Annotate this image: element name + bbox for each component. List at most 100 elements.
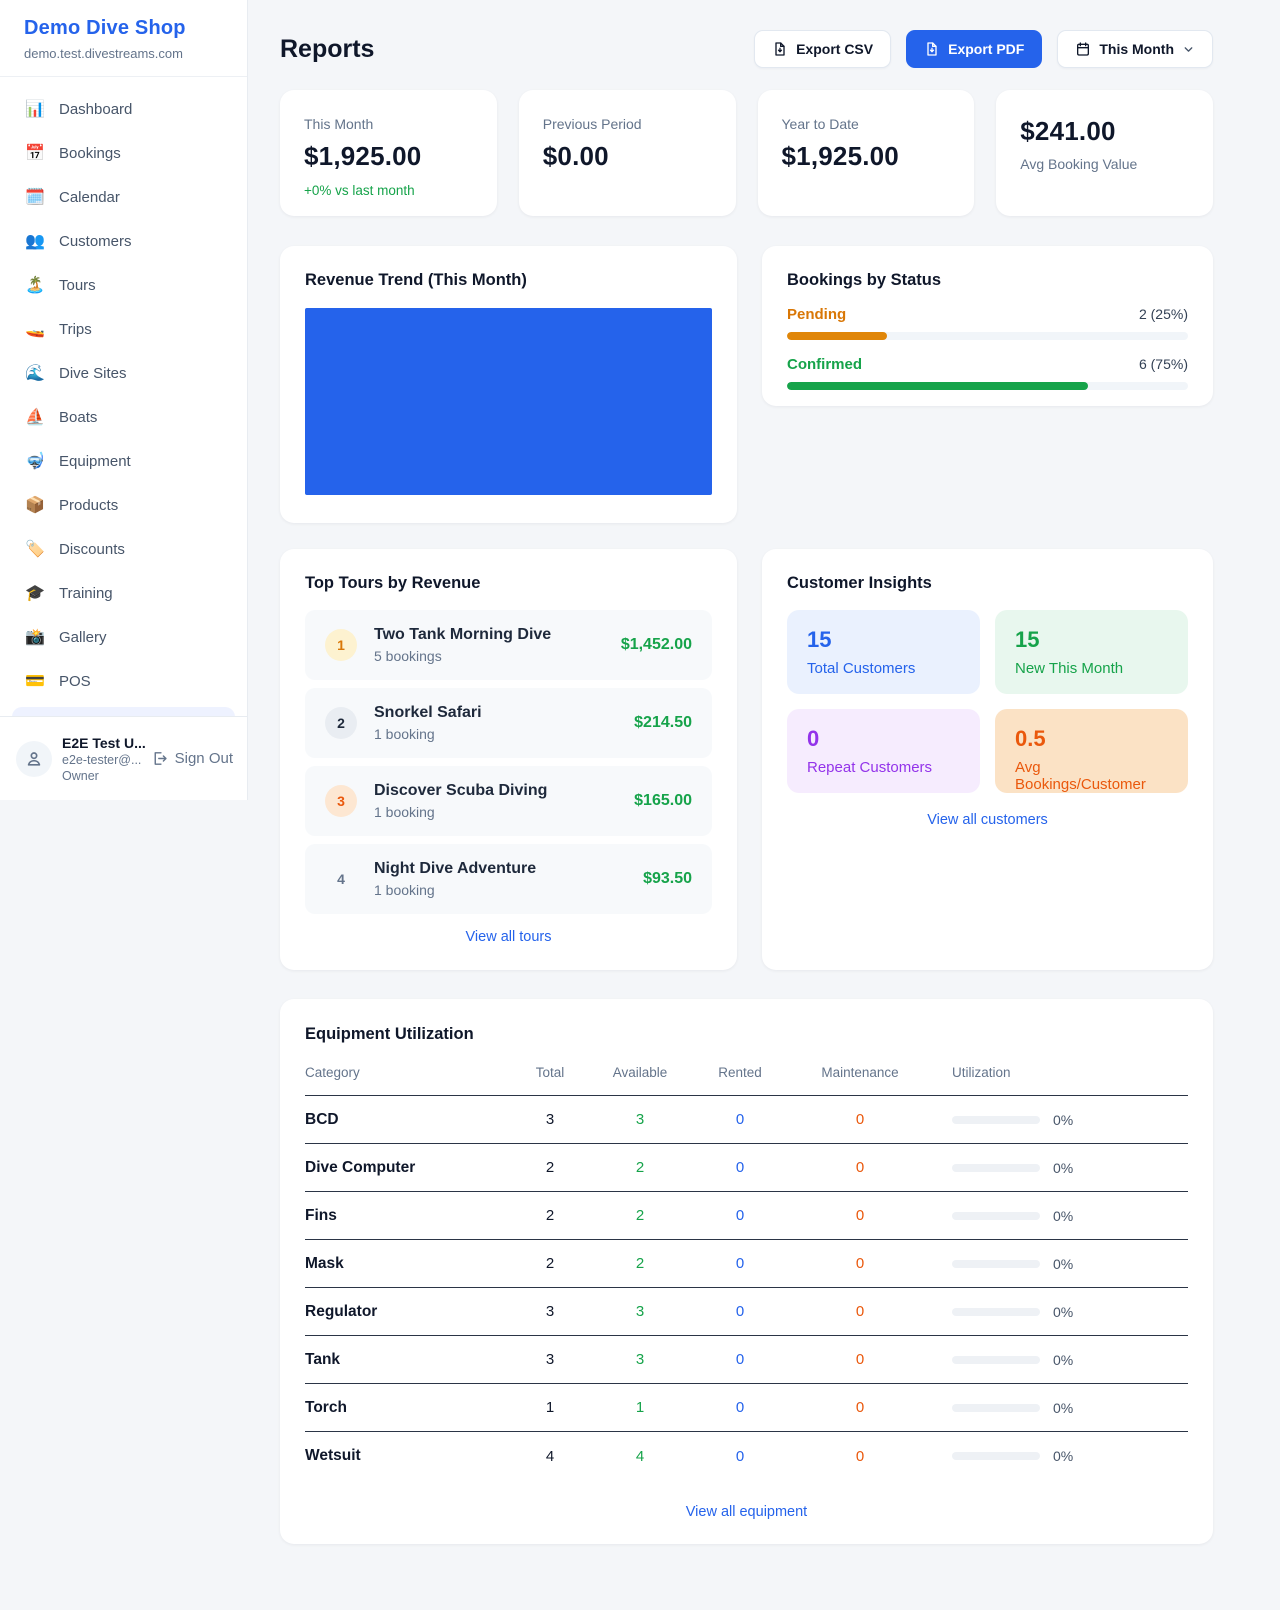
sidebar-user-section: E2E Test U... e2e-tester@... Owner Sign … [0, 716, 247, 800]
cell-rented: 0 [735, 1207, 745, 1224]
cell-category: Fins [305, 1206, 337, 1224]
column-header-maintenance: Maintenance [821, 1065, 899, 1080]
mid-row: Top Tours by Revenue 1 Two Tank Morning … [280, 549, 1213, 970]
column-header-rented: Rented [718, 1065, 762, 1080]
column-header-total: Total [535, 1065, 565, 1080]
progress-track [787, 382, 1188, 390]
utilization-bar-track [952, 1163, 1040, 1172]
utilization-bar-track [952, 1259, 1040, 1268]
wave-icon: 🌊 [25, 365, 45, 382]
stat-label: Avg Booking Value [1020, 156, 1138, 172]
sidebar-item-label: Customers [59, 232, 132, 250]
view-all-tours-link[interactable]: View all tours [465, 929, 552, 945]
tour-bookings: 1 booking [374, 882, 435, 898]
sidebar-item-trips[interactable]: 🚤 Trips [12, 311, 235, 347]
utilization-percent: 0% [1053, 1111, 1074, 1128]
diving-mask-icon: 🤿 [25, 453, 45, 470]
tour-name: Two Tank Morning Dive [374, 626, 552, 643]
stat-card-this-month: This Month $1,925.00 +0% vs last month [280, 90, 497, 216]
cell-maintenance: 0 [855, 1447, 865, 1465]
view-all-customers-link[interactable]: View all customers [927, 812, 1048, 828]
sidebar-item-label: Discounts [59, 540, 125, 558]
utilization-bar-track [952, 1307, 1040, 1316]
sidebar-item-equipment[interactable]: 🤿 Equipment [12, 443, 235, 479]
sidebar-item-products[interactable]: 📦 Products [12, 487, 235, 523]
sidebar-item-gallery[interactable]: 📸 Gallery [12, 619, 235, 655]
cell-maintenance: 0 [855, 1303, 865, 1320]
main-content: Reports Export CSV Export PDF This Month [248, 0, 1280, 1544]
cell-available: 3 [635, 1111, 645, 1128]
tile-avg-bookings-per-customer: 0.5 Avg Bookings/Customer [995, 709, 1188, 793]
sidebar-item-training[interactable]: 🎓 Training [12, 575, 235, 611]
tag-icon: 🏷️ [25, 541, 45, 558]
bookings-by-status-title: Bookings by Status [787, 271, 942, 289]
cell-total: 3 [545, 1111, 555, 1128]
tile-value: 0 [807, 726, 820, 751]
sidebar-item-dive-sites[interactable]: 🌊 Dive Sites [12, 355, 235, 391]
cell-available: 4 [635, 1447, 645, 1465]
shop-logo-block: Demo Dive Shop demo.test.divestreams.com [0, 0, 247, 77]
sidebar-item-bookings[interactable]: 📅 Bookings [12, 135, 235, 171]
cell-total: 2 [545, 1207, 555, 1224]
sign-out-button[interactable]: Sign Out [151, 750, 233, 767]
sidebar-item-label: POS [59, 672, 91, 690]
stat-value: $1,925.00 [304, 141, 422, 171]
progress-fill-pending [787, 332, 888, 340]
tile-label: Avg Bookings/Customer [1015, 759, 1146, 793]
sidebar-item-label: Bookings [59, 144, 121, 162]
cell-category: Torch [305, 1398, 347, 1416]
utilization-percent: 0% [1053, 1399, 1074, 1416]
trips-speedboat-icon: 🚤 [25, 321, 45, 338]
cell-total: 2 [545, 1255, 555, 1272]
cell-maintenance: 0 [855, 1351, 865, 1368]
sidebar-item-label: Gallery [59, 628, 107, 646]
tile-label: Repeat Customers [807, 759, 933, 776]
cell-rented: 0 [735, 1399, 745, 1416]
sidebar-item-boats[interactable]: ⛵ Boats [12, 399, 235, 435]
export-pdf-button[interactable]: Export PDF [906, 30, 1043, 68]
package-icon: 📦 [25, 497, 45, 514]
cell-utilization: 0% [925, 1112, 1188, 1128]
cell-rented: 0 [735, 1351, 745, 1368]
stat-card-avg-booking-value: $241.00 Avg Booking Value [996, 90, 1213, 216]
tour-name: Discover Scuba Diving [374, 782, 548, 799]
status-count-confirmed: 6 (75%) [1138, 356, 1188, 372]
graduation-cap-icon: 🎓 [25, 585, 45, 602]
user-info: E2E Test U... e2e-tester@... Owner [62, 734, 146, 783]
page-title: Reports [280, 34, 375, 63]
cell-rented: 0 [735, 1255, 745, 1272]
sidebar-item-calendar[interactable]: 🗓️ Calendar [12, 179, 235, 215]
top-tours-title: Top Tours by Revenue [305, 574, 481, 592]
equipment-table: Category Total Available Rented Maintena… [305, 1065, 1188, 1480]
user-name: E2E Test U... [62, 734, 146, 751]
tour-bookings: 5 bookings [374, 648, 442, 664]
bookings-calendar-icon: 📅 [25, 145, 45, 162]
camera-icon: 📸 [25, 629, 45, 646]
cell-utilization: 0% [925, 1256, 1188, 1272]
revenue-trend-chart [305, 308, 712, 495]
sidebar-item-customers[interactable]: 👥 Customers [12, 223, 235, 259]
calendar-outline-icon [1075, 41, 1091, 57]
tile-repeat-customers: 0 Repeat Customers [787, 709, 980, 793]
sidebar-item-pos[interactable]: 💳 POS [12, 663, 235, 699]
sidebar-item-label: Trips [59, 320, 92, 338]
cell-maintenance: 0 [855, 1111, 865, 1128]
tour-row: 4 Night Dive Adventure 1 booking $93.50 [305, 844, 712, 914]
utilization-bar-track [952, 1211, 1040, 1220]
chevron-down-icon [1182, 43, 1195, 56]
stat-card-year-to-date: Year to Date $1,925.00 [757, 90, 975, 216]
view-all-equipment-link[interactable]: View all equipment [685, 1504, 808, 1520]
sidebar-item-dashboard[interactable]: 📊 Dashboard [12, 91, 235, 127]
tour-revenue: $93.50 [643, 870, 692, 887]
cell-maintenance: 0 [855, 1207, 865, 1224]
cell-total: 3 [545, 1351, 555, 1368]
calendar-icon: 🗓️ [25, 189, 45, 206]
table-row: Tank 3 3 0 0 0% [305, 1336, 1188, 1384]
sidebar-item-discounts[interactable]: 🏷️ Discounts [12, 531, 235, 567]
table-row: Torch 1 1 0 0 0% [305, 1384, 1188, 1432]
sidebar-item-tours[interactable]: 🏝️ Tours [12, 267, 235, 303]
export-csv-button[interactable]: Export CSV [754, 30, 892, 68]
cell-category: Regulator [305, 1302, 378, 1320]
period-dropdown[interactable]: This Month [1057, 30, 1213, 68]
utilization-bar-track [952, 1115, 1040, 1124]
